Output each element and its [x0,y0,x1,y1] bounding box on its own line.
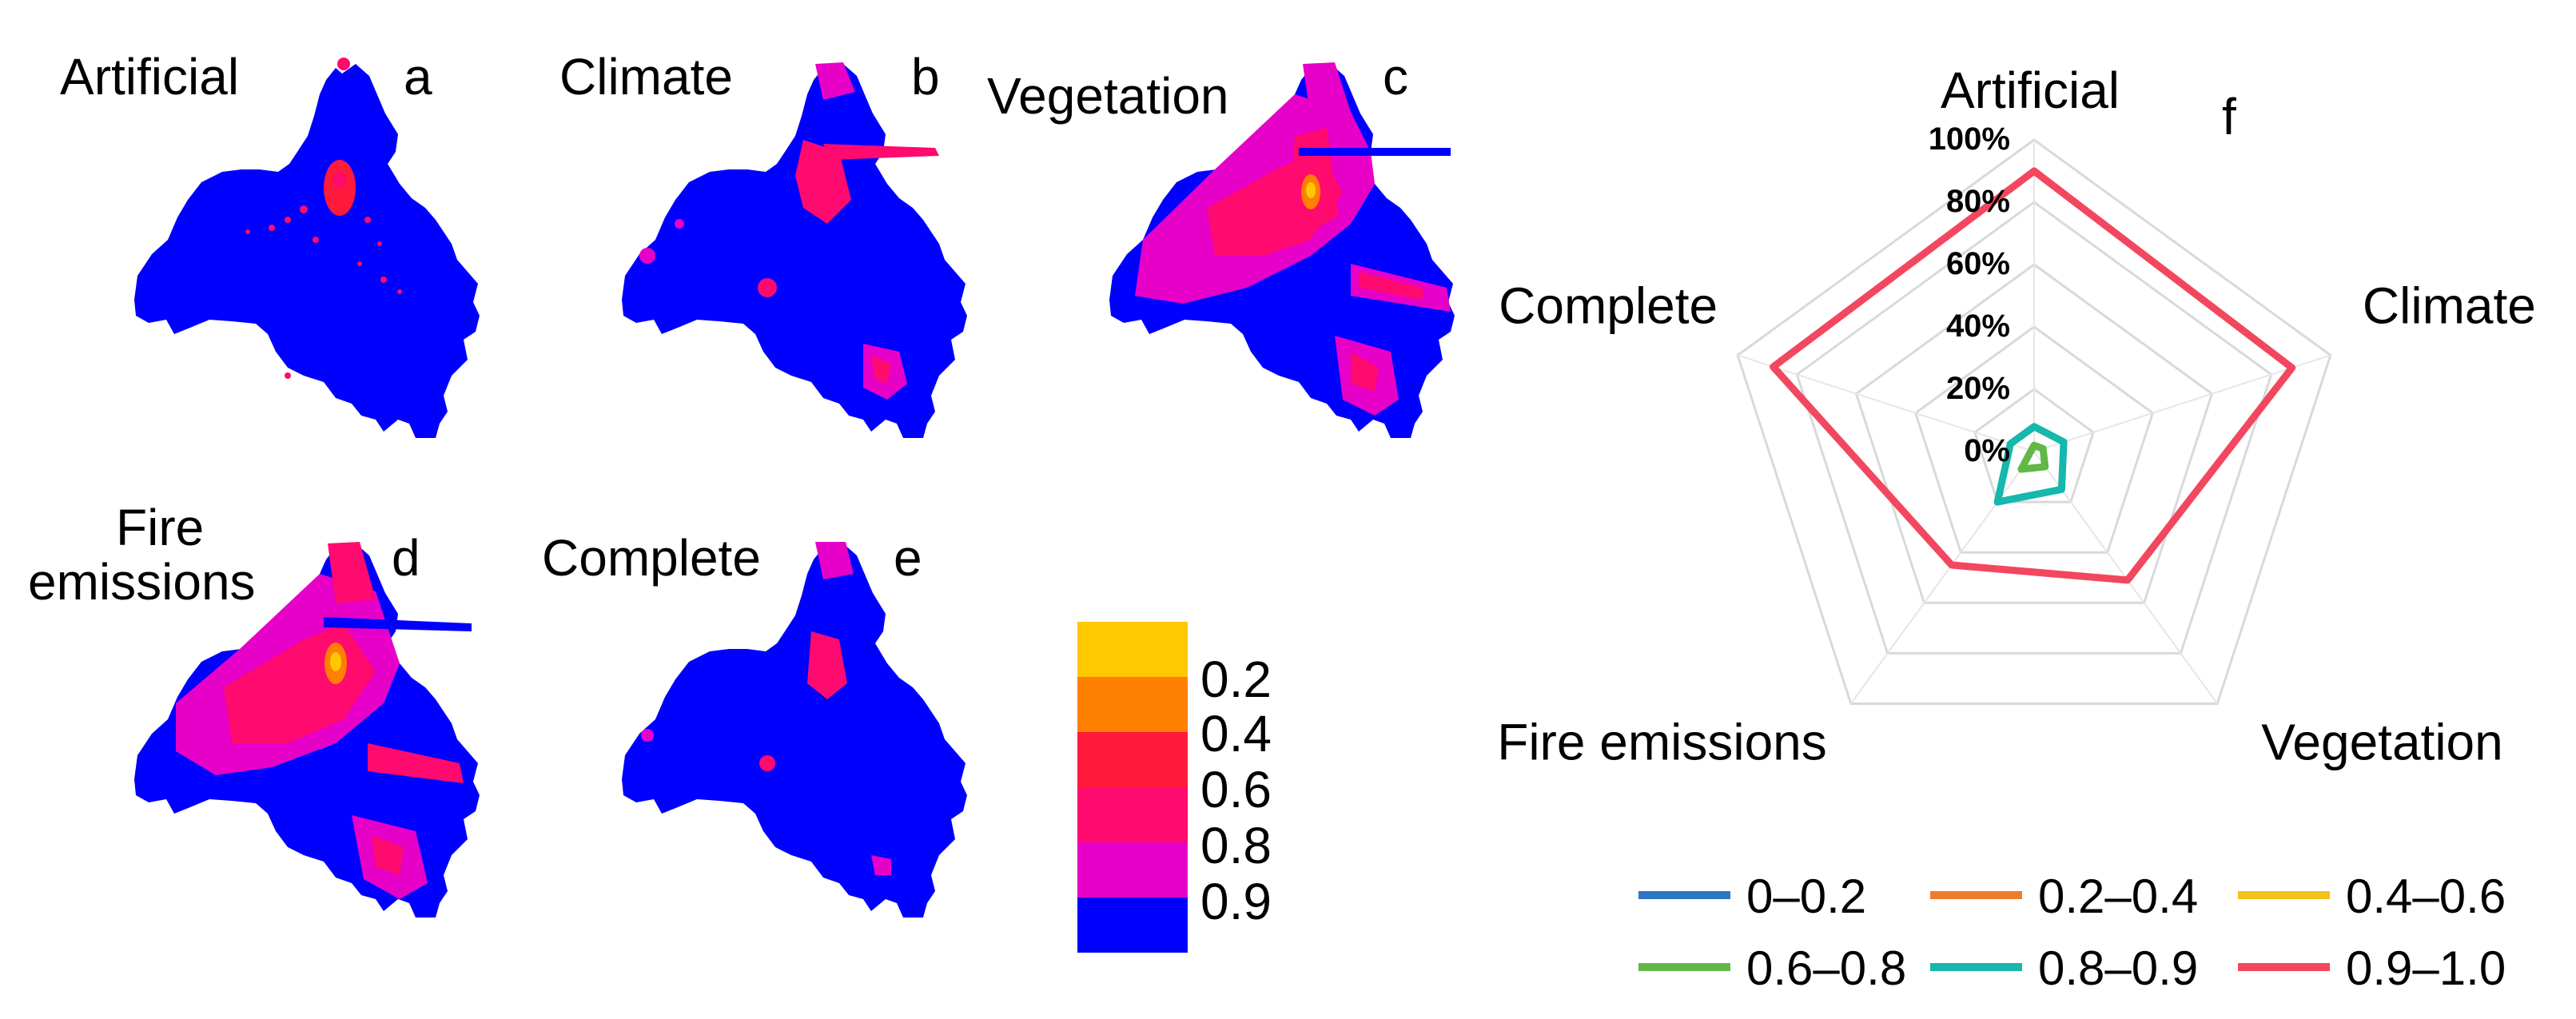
map-panel-e: Complete e [542,529,967,917]
map-hotspot-overlay [176,542,472,899]
radar-axis-labels: Artificial Climate Vegetation Fire emission… [1497,62,2536,771]
map-letter-e: e [894,529,922,587]
colorbar-label: 0.2 [1200,651,1272,708]
map-title-complete: Complete [542,529,761,587]
radar-tick-label: 0% [1964,433,2010,468]
map-hotspot-overlay [641,542,891,875]
map-region-shape [134,64,480,438]
radar-grid-ring [1736,138,2332,706]
colorbar-swatch [1077,677,1188,732]
radar-spoke [1849,451,2035,705]
radar-axis-label: Complete [1499,277,1718,334]
radar-series-line [2017,441,2049,473]
radar-axis-label: Climate [2363,277,2536,334]
map-title-fire-line2: emissions [28,553,256,611]
legend-label: 0.8–0.9 [2038,941,2198,995]
map-title-artificial: Artificial [60,48,239,105]
radar-grid-ring [1854,263,2214,604]
map-title-vegetation: Vegetation [987,67,1229,125]
radar-tick-label: 100% [1929,121,2010,157]
radar-axis-label: Fire emissions [1497,714,1827,771]
radar-tick-label: 80% [1946,184,2010,219]
colorbar: 0.2 0.4 0.6 0.8 0.9 [1077,622,1272,953]
radar-panel-letter: f [2222,88,2236,145]
radar-series-line [1993,423,2068,506]
radar-tick-label: 40% [1946,308,2010,344]
radar-chart: 0% 20% 40% 60% 80% 100% Artificial Climate Vege… [1497,62,2536,771]
map-title-climate: Climate [559,48,733,105]
legend-label: 0.4–0.6 [2346,870,2506,923]
map-hotspot-overlay [1135,62,1451,416]
map-title-fire-line1: Fire [116,499,204,556]
map-hotspot-overlay [245,58,402,379]
radar-grid-ring [1913,325,2155,554]
map-panel-d: Fire emissions d [28,499,480,917]
map-region-shape [622,64,967,438]
colorbar-label: 0.8 [1200,817,1272,874]
radar-axis-label: Vegetation [2261,714,2503,771]
map-hotspot-overlay [639,62,939,400]
map-letter-d: d [392,529,420,587]
colorbar-swatch [1077,898,1188,953]
radar-spoke [2033,354,2331,452]
colorbar-swatch [1077,842,1188,898]
colorbar-swatch [1077,622,1188,677]
radar-grid [1736,138,2332,706]
radar-tick-label: 20% [1946,371,2010,406]
radar-legend: 0–0.2 0.2–0.4 0.4–0.6 0.6–0.8 0.8–0.9 0.9–1.0 [1638,870,2506,995]
map-region-shape [622,543,967,917]
map-panel-a: Artificial a [60,48,480,438]
map-panel-b: Climate b [559,48,967,438]
radar-grid-ring [1795,201,2273,655]
legend-label: 0–0.2 [1746,870,1866,923]
colorbar-swatch [1077,787,1188,842]
legend-label: 0.9–1.0 [2346,941,2506,995]
legend-label: 0.6–0.8 [1746,941,1906,995]
radar-spoke [1737,354,2035,452]
radar-tick-label: 60% [1946,246,2010,281]
colorbar-swatch [1077,732,1188,787]
radar-series-line [1770,167,2296,584]
colorbar-label: 0.6 [1200,761,1272,818]
radar-series-group [1770,167,2296,584]
map-letter-a: a [404,48,432,105]
radar-axis-label: Artificial [1941,62,2120,119]
map-letter-c: c [1383,48,1408,105]
colorbar-label: 0.4 [1200,705,1272,762]
map-letter-b: b [911,48,940,105]
radar-tick-labels: 0% 20% 40% 60% 80% 100% [1929,121,2010,468]
map-panel-c: Vegetation c [987,48,1455,438]
legend-label: 0.2–0.4 [2038,870,2198,923]
colorbar-label: 0.9 [1200,873,1272,930]
radar-grid-ring [1973,388,2095,504]
